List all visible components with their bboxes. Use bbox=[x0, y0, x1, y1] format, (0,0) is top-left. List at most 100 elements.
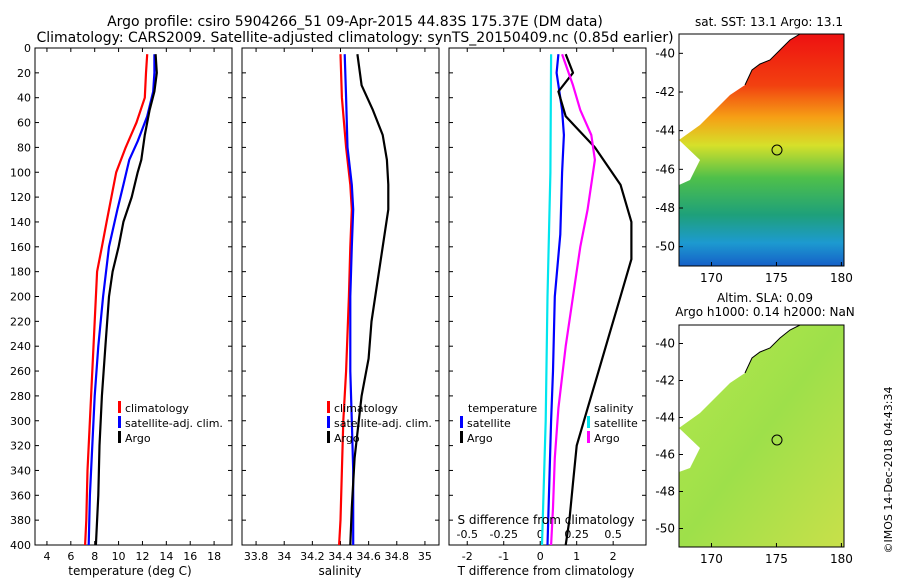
legend-swatch-climatology bbox=[327, 401, 330, 413]
figure-title-line2: Climatology: CARS2009. Satellite-adjuste… bbox=[36, 30, 673, 46]
lat-tick-label: -42 bbox=[655, 374, 675, 388]
t-difference-x-axis: -2 -1 0 1 2 bbox=[462, 48, 617, 563]
x-tick-label: 6 bbox=[67, 550, 74, 563]
depth-tick-label: 140 bbox=[10, 216, 31, 229]
series-line-climatology bbox=[84, 54, 149, 546]
depth-tick-label: 60 bbox=[17, 117, 31, 130]
figure-title-line1: Argo profile: csiro 5904266_51 09-Apr-20… bbox=[107, 14, 603, 30]
land-mass bbox=[679, 325, 800, 428]
difference-series bbox=[540, 53, 633, 546]
series-line-climatology bbox=[338, 54, 353, 546]
lat-tick-label: -42 bbox=[655, 85, 675, 99]
x-tick-label: 16 bbox=[183, 550, 197, 563]
imos-watermark: ©IMOS 14-Dec-2018 04:43:34 bbox=[882, 387, 895, 554]
depth-tick-label: 0 bbox=[24, 42, 31, 55]
temperature-legend: climatology satellite-adj. clim. Argo bbox=[118, 401, 223, 445]
land-mass-south bbox=[679, 140, 700, 185]
sla-map-panel: Altim. SLA: 0.09 Argo h1000: 0.14 h2000:… bbox=[655, 291, 854, 566]
x-tick-label: 12 bbox=[135, 550, 149, 563]
difference-legend: temperature satellite Argo salinity sate… bbox=[460, 402, 638, 445]
legend-label-t-argo: Argo bbox=[467, 432, 493, 445]
legend-header-temperature: temperature bbox=[468, 402, 537, 415]
depth-tick-label: 200 bbox=[10, 291, 31, 304]
salinity-panel: 33.8 34 34.2 34.4 34.6 34.8 35 salinity climat… bbox=[241, 47, 440, 578]
lat-tick-label: -50 bbox=[655, 240, 675, 254]
temperature-xlabel: temperature (deg C) bbox=[68, 564, 191, 578]
depth-axis: 0 20 40 60 80 100 120 140 160 180 200 220 240 260 280 3… bbox=[10, 42, 232, 552]
legend-swatch-s-argo bbox=[587, 431, 590, 443]
series-line-argo bbox=[349, 54, 390, 546]
depth-tick-label: 100 bbox=[10, 166, 31, 179]
depth-tick-label: 260 bbox=[10, 365, 31, 378]
argo-float-marker bbox=[771, 434, 783, 446]
salinity-series bbox=[338, 54, 390, 546]
x-tick-label: 4 bbox=[43, 550, 50, 563]
lon-tick-label: 175 bbox=[765, 271, 788, 285]
x-tick-label: 33.8 bbox=[244, 550, 269, 563]
legend-label-argo: Argo bbox=[334, 432, 360, 445]
x-tick-label: 10 bbox=[112, 550, 126, 563]
x-tick-label: 34.4 bbox=[328, 550, 353, 563]
sst-map-title: sat. SST: 13.1 Argo: 13.1 bbox=[695, 15, 843, 29]
legend-label-satellite: satellite-adj. clim. bbox=[334, 417, 432, 430]
temperature-plot-frame bbox=[34, 47, 233, 546]
legend-label-climatology: climatology bbox=[125, 402, 189, 415]
salinity-x-axis: 33.8 34 34.2 34.4 34.6 34.8 35 bbox=[244, 48, 432, 563]
legend-swatch-climatology bbox=[118, 401, 121, 413]
lat-tick-label: -44 bbox=[655, 411, 675, 425]
temperature-series bbox=[84, 54, 158, 546]
depth-tick-label: 400 bbox=[10, 539, 31, 552]
salinity-plot-frame bbox=[241, 47, 440, 546]
sst-lon-axis: 170 175 180 bbox=[700, 262, 853, 285]
depth-tick-label: 160 bbox=[10, 241, 31, 254]
s-diff-tick-label: 0 bbox=[537, 528, 544, 541]
lat-tick-label: -48 bbox=[655, 485, 675, 499]
legend-label-s-argo: Argo bbox=[594, 432, 620, 445]
depth-tick-label: 20 bbox=[17, 67, 31, 80]
depth-tick-label: 300 bbox=[10, 415, 31, 428]
x-tick-label: -2 bbox=[462, 550, 473, 563]
lon-tick-label: 180 bbox=[830, 271, 853, 285]
series-line-argo bbox=[94, 54, 158, 546]
lat-tick-label: -44 bbox=[655, 124, 675, 138]
sla-map-title-line2: Argo h1000: 0.14 h2000: NaN bbox=[675, 305, 855, 319]
depth-tick-label: 240 bbox=[10, 340, 31, 353]
sst-map-panel: sat. SST: 13.1 Argo: 13.1 bbox=[655, 15, 852, 285]
x-tick-label: 2 bbox=[610, 550, 617, 563]
lon-tick-label: 175 bbox=[765, 552, 788, 566]
sst-land bbox=[679, 34, 801, 185]
lon-tick-label: 170 bbox=[700, 271, 723, 285]
depth-tick-label: 80 bbox=[17, 141, 31, 154]
legend-swatch-t-argo bbox=[460, 431, 463, 443]
sla-map-title-line1: Altim. SLA: 0.09 bbox=[717, 291, 813, 305]
s-difference-x-axis: -0.5 -0.25 0 0.25 0.5 bbox=[457, 528, 622, 541]
x-tick-label: 14 bbox=[159, 550, 173, 563]
legend-header-salinity: salinity bbox=[594, 402, 634, 415]
sla-map-frame bbox=[678, 324, 845, 548]
x-tick-label: -1 bbox=[498, 550, 509, 563]
x-tick-label: 0 bbox=[537, 550, 544, 563]
land-mass-south bbox=[679, 428, 700, 472]
s-diff-tick-label: 0.5 bbox=[604, 528, 622, 541]
sla-lon-axis: 170 175 180 bbox=[700, 543, 853, 566]
depth-tick-label: 320 bbox=[10, 440, 31, 453]
depth-tick-label: 340 bbox=[10, 464, 31, 477]
legend-swatch-t-satellite bbox=[460, 416, 463, 428]
lat-tick-label: -46 bbox=[655, 448, 675, 462]
s-difference-xlabel: S difference from climatology bbox=[458, 513, 635, 527]
depth-tick-label: 380 bbox=[10, 514, 31, 527]
x-tick-label: 1 bbox=[573, 550, 580, 563]
depth-tick-label: 360 bbox=[10, 489, 31, 502]
depth-tick-label: 280 bbox=[10, 390, 31, 403]
lat-tick-label: -40 bbox=[655, 337, 675, 351]
land-mass bbox=[679, 34, 800, 140]
legend-label-satellite: satellite-adj. clim. bbox=[125, 417, 223, 430]
lon-tick-label: 170 bbox=[700, 552, 723, 566]
lat-tick-label: -40 bbox=[655, 46, 675, 60]
legend-swatch-argo bbox=[118, 431, 121, 443]
salinity-legend: climatology satellite-adj. clim. Argo bbox=[327, 401, 432, 445]
legend-swatch-s-satellite bbox=[587, 416, 590, 428]
lon-tick-label: 180 bbox=[830, 552, 853, 566]
legend-label-climatology: climatology bbox=[334, 402, 398, 415]
